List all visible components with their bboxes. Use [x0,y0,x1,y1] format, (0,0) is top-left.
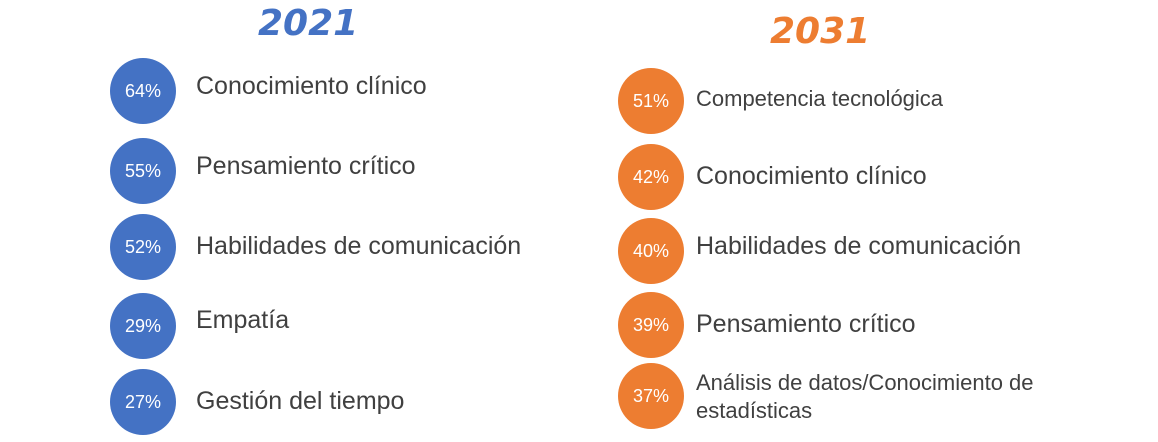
percent-badge: 37% [618,363,684,429]
list-item-2031-4: 39% Pensamiento crítico [618,292,916,358]
list-item-2031-2: 42% Conocimiento clínico [618,144,927,210]
percent-badge: 39% [618,292,684,358]
skill-label: Competencia tecnológica [696,86,944,112]
list-item-2021-5: 27% Gestión del tiempo [110,369,404,435]
skill-label: Conocimiento clínico [196,72,427,101]
percent-badge: 55% [110,138,176,204]
skill-label: Empatía [196,306,290,335]
skill-label: Conocimiento clínico [696,162,927,191]
skill-label: Gestión del tiempo [196,387,405,416]
skill-label: Pensamiento crítico [696,310,916,339]
list-item-2031-1: 51% Competencia tecnológica [618,68,943,134]
list-item-2031-3: 40% Habilidades de comunicación [618,218,1021,284]
list-item-2021-1: 64% Conocimiento clínico [110,58,427,124]
percent-badge: 52% [110,214,176,280]
skill-label: Pensamiento crítico [196,152,416,181]
percent-badge: 42% [618,144,684,210]
list-item-2021-2: 55% Pensamiento crítico [110,138,416,204]
year-2031-title: 2031 [770,11,871,52]
skill-label: Análisis de datos/Conocimiento de estadí… [696,370,1034,423]
skill-label: Habilidades de comunicación [196,232,522,261]
percent-badge: 27% [110,369,176,435]
percent-badge: 29% [110,293,176,359]
list-item-2021-3: 52% Habilidades de comunicación [110,214,521,280]
percent-badge: 40% [618,218,684,284]
percent-badge: 51% [618,68,684,134]
skill-label: Habilidades de comunicación [696,232,1022,261]
list-item-2021-4: 29% Empatía [110,293,289,359]
year-2021-title: 2021 [258,3,359,44]
percent-badge: 64% [110,58,176,124]
list-item-2031-5: 37% Análisis de datos/Conocimiento de es… [618,363,1116,429]
